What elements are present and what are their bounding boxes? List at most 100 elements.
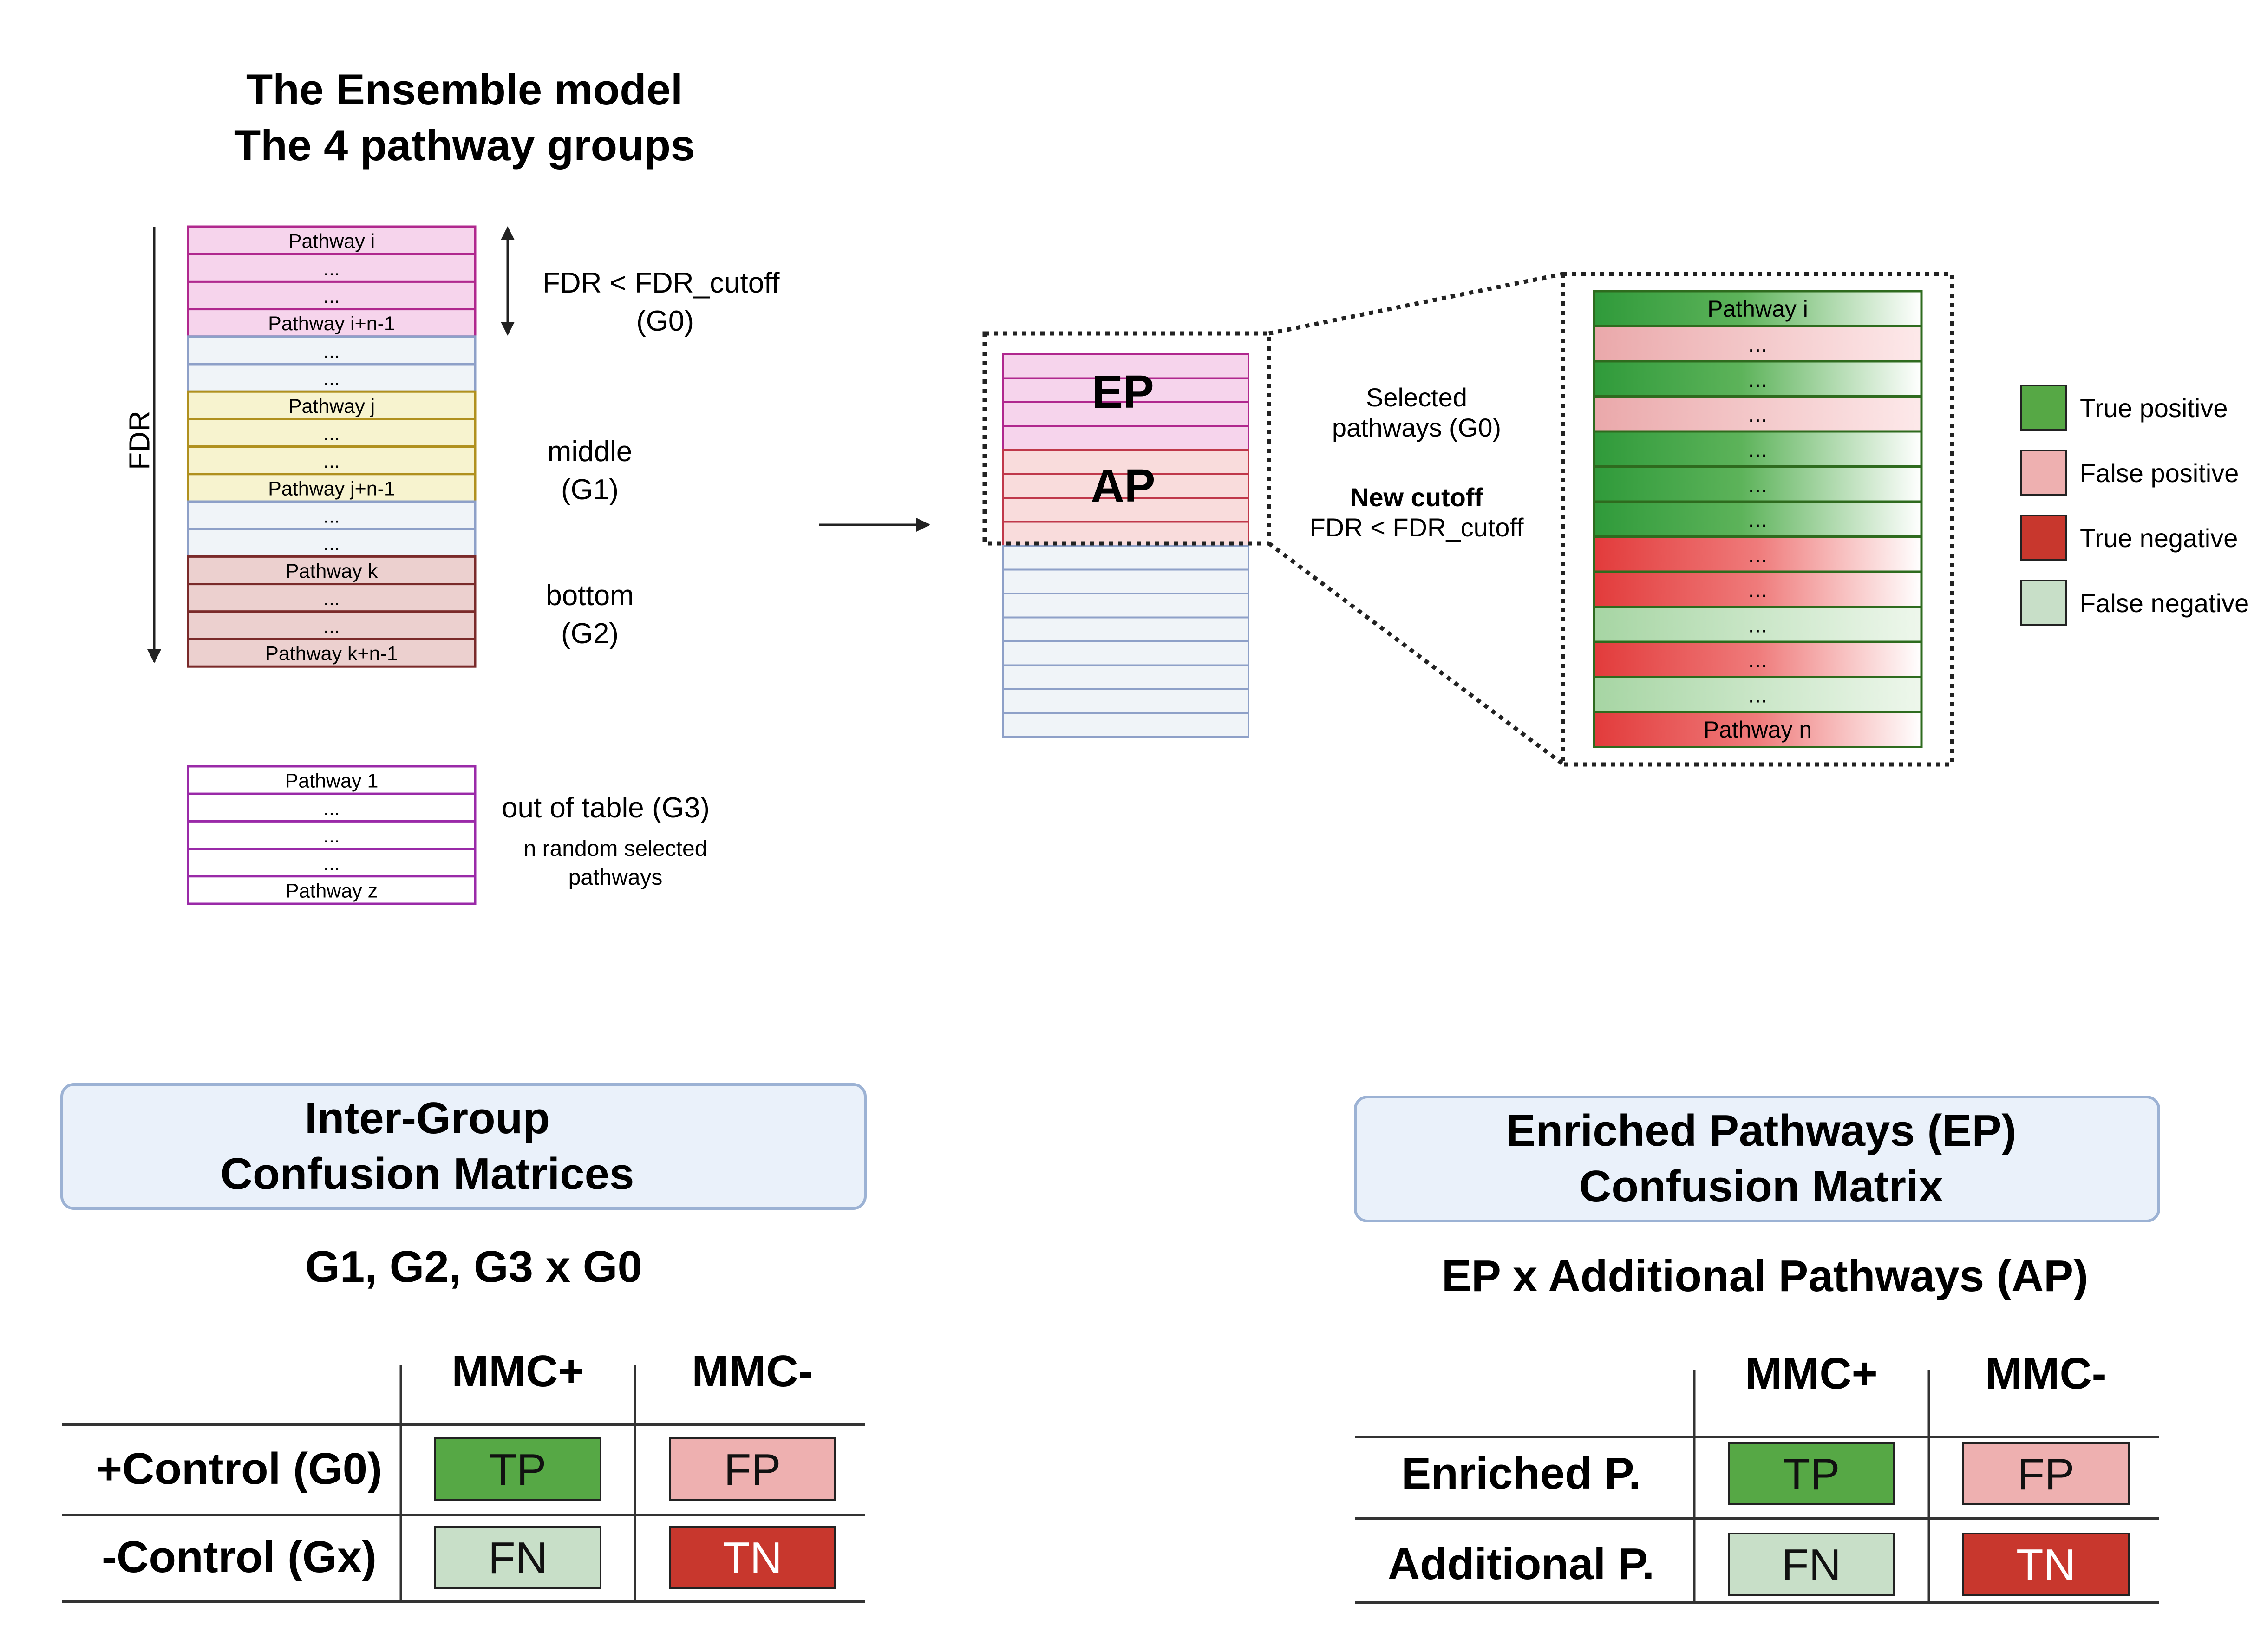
pathway-row-label: ... [323, 588, 340, 610]
selection-note-line-2: pathways (G0) [1332, 413, 1501, 442]
matrix-cell-label: TP [490, 1445, 547, 1495]
title-line-1: The Ensemble model [246, 65, 683, 114]
enriched-confusion-matrix: MMC+ MMC- Enriched P. TP FP Additional P. FN TN [1355, 1349, 2159, 1604]
matrix-cell-fp [1962, 1442, 2130, 1505]
classified-list-frame [1561, 272, 1954, 767]
zoom-line-top [1268, 272, 1563, 336]
classified-row-false-negative [1593, 676, 1923, 713]
pathway-row-g2 [187, 555, 477, 586]
pathway-row-g1 [187, 473, 477, 503]
g1-label-line-1: middle [548, 436, 633, 468]
classified-row-false-negative [1593, 606, 1923, 643]
zoom-line-bottom [1267, 542, 1564, 766]
g2-label-line-1: bottom [546, 580, 634, 612]
ap-label: AP [1091, 460, 1156, 512]
ep-label: EP [1092, 366, 1154, 418]
pathway-row-g1 [187, 390, 477, 420]
legend-swatch-false-negative [2020, 580, 2067, 626]
inter-group-panel [60, 1083, 867, 1210]
selection-note-line-1: Selected [1366, 383, 1467, 412]
classified-row-label: ... [1748, 331, 1768, 357]
pathway-row-g1 [187, 445, 477, 476]
matrix-col-header: MMC+ [451, 1346, 584, 1396]
classified-row-true-positive [1593, 500, 1923, 538]
matrix-col-header: MMC- [692, 1346, 813, 1396]
g3-row [187, 875, 477, 905]
matrix-cell-fn [434, 1526, 601, 1589]
g3-row [187, 792, 477, 823]
pathway-ranked-list: Pathway i...... Pathway i+n-1...... Pathwa… [187, 225, 477, 668]
matrix-cell-label: FN [488, 1533, 548, 1583]
inter-group-confusion-matrix: MMC+ MMC- +Control (G0) TP FP -Control (Gx) FN… [62, 1346, 865, 1603]
ep-row [1002, 401, 1249, 427]
remaining-row [1002, 664, 1249, 690]
inter-group-subtitle: G1, G2, G3 x G0 [305, 1242, 642, 1292]
matrix-row-header: Additional P. [1388, 1539, 1654, 1589]
legend: True positive False positive True negative… [2020, 385, 2249, 626]
selection-box [982, 331, 1271, 546]
pathway-row-label: Pathway j+n-1 [268, 477, 395, 500]
enriched-panel-line-2: Confusion Matrix [1579, 1162, 1943, 1211]
g3-row-label: ... [323, 852, 340, 875]
classified-row-true-positive [1593, 290, 1923, 327]
pathway-row-label: ... [323, 505, 340, 528]
matrix-cell-tp [1728, 1442, 1895, 1505]
enriched-subtitle: EP x Additional Pathways (AP) [1442, 1251, 2088, 1301]
legend-label: True negative [2080, 523, 2238, 553]
classified-row-label: ... [1748, 366, 1768, 392]
g3-row-label: ... [323, 797, 340, 820]
g3-row-label: Pathway z [286, 880, 378, 902]
g0-label-line-1: FDR < FDR_cutoff [542, 267, 780, 299]
pathway-row-gap [187, 528, 477, 558]
matrix-cell-tp [434, 1437, 601, 1501]
pathway-row-label: Pathway j [288, 395, 375, 418]
ap-row [1002, 497, 1249, 523]
pathway-row-label: Pathway i [288, 230, 375, 253]
ap-row [1002, 473, 1249, 499]
pathway-row-g2 [187, 583, 477, 613]
remaining-row [1002, 568, 1249, 594]
remaining-row [1002, 688, 1249, 714]
pathway-row-g1 [187, 418, 477, 448]
g0-label-line-2: (G0) [636, 305, 694, 337]
pathway-row-label: ... [323, 533, 340, 555]
g3-row-label: ... [323, 825, 340, 847]
classified-row-true-negative [1593, 535, 1923, 573]
matrix-cell-label: FP [2018, 1450, 2075, 1499]
remaining-row [1002, 712, 1249, 738]
legend-label: True positive [2080, 393, 2228, 423]
pathway-row-g2 [187, 610, 477, 640]
classified-row-label: ... [1748, 576, 1768, 602]
out-of-table-list: Pathway 1......... Pathway z [187, 765, 477, 905]
pathway-row-label: ... [323, 285, 340, 307]
classified-row-label: ... [1748, 681, 1768, 707]
matrix-row-header: -Control (Gx) [102, 1532, 377, 1582]
cutoff-rule: FDR < FDR_cutoff [1309, 513, 1524, 542]
classified-pathway-list: Pathway i...............................… [1593, 290, 1923, 748]
inter-group-panel-line-1: Inter-Group [305, 1093, 550, 1143]
classified-row-label: ... [1748, 401, 1768, 427]
matrix-cell-label: TN [2016, 1540, 2076, 1590]
g1-label-line-2: (G1) [561, 474, 619, 506]
matrix-cell-fn [1728, 1533, 1895, 1596]
classified-row-label: ... [1748, 646, 1768, 673]
matrix-col-header: MMC+ [1745, 1349, 1877, 1398]
classified-row-true-positive [1593, 430, 1923, 468]
classified-row-label: ... [1748, 611, 1768, 637]
enriched-panel-line-1: Enriched Pathways (EP) [1506, 1106, 2017, 1156]
ep-row [1002, 425, 1249, 451]
classified-row-label: Pathway n [1704, 717, 1812, 743]
legend-swatch-true-positive [2020, 385, 2067, 431]
remaining-row [1002, 545, 1249, 571]
classified-row-label: ... [1748, 471, 1768, 497]
enriched-panel [1354, 1096, 2160, 1222]
pathway-row-label: Pathway i+n-1 [268, 313, 395, 335]
classified-row-label: ... [1748, 436, 1768, 462]
g3-note-line-1: n random selected [524, 836, 707, 861]
matrix-cell-label: FN [1782, 1540, 1841, 1590]
legend-swatch-false-positive [2020, 450, 2067, 496]
title-line-2: The 4 pathway groups [234, 121, 695, 170]
matrix-cell-label: TN [723, 1533, 782, 1583]
pathway-row-label: ... [323, 368, 340, 390]
matrix-cell-tn [1962, 1533, 2130, 1596]
